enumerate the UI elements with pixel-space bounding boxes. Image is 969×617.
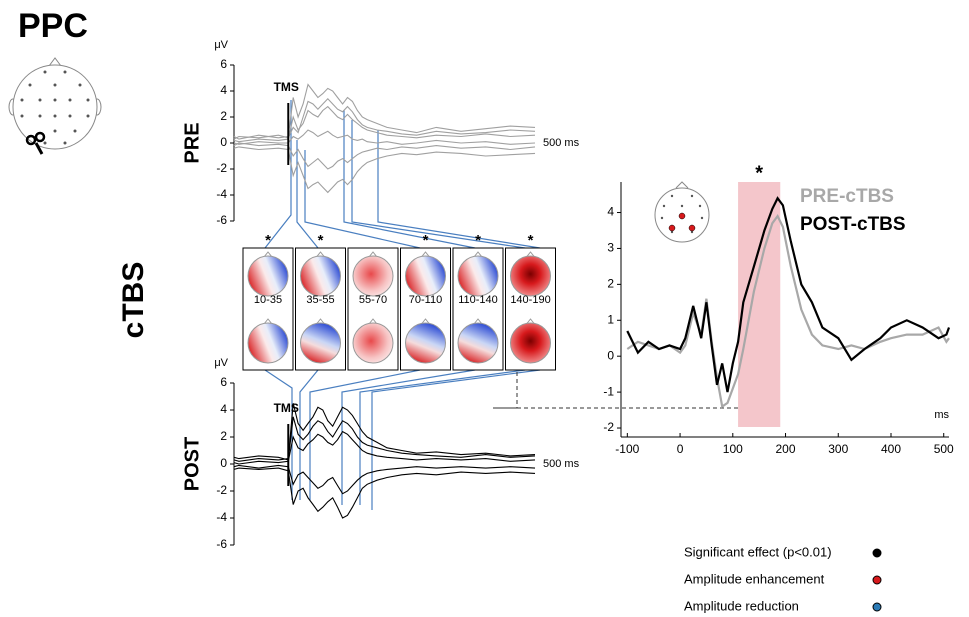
y-tick-label: 3 <box>607 241 614 255</box>
legend-label: Amplitude enhancement <box>684 571 825 586</box>
row-label: PRE <box>181 122 203 163</box>
y-axis-label: μV <box>214 39 228 51</box>
row-label: POST <box>181 437 203 491</box>
legend-dot <box>872 548 882 558</box>
topomap <box>247 255 289 297</box>
significance: * <box>475 232 481 249</box>
y-tick-label: -4 <box>216 187 227 201</box>
trace <box>233 105 536 143</box>
significance: * <box>423 232 429 249</box>
y-tick-label: 1 <box>607 312 614 326</box>
y-tick-label: 6 <box>220 57 227 71</box>
y-tick-label: -1 <box>603 384 614 398</box>
y-tick-label: -4 <box>216 510 227 524</box>
connector-lines <box>264 100 738 510</box>
panel-label: PPC <box>18 7 88 45</box>
topomap <box>352 322 394 364</box>
x-tick-label: 200 <box>776 442 796 456</box>
y-tick-label: 4 <box>220 83 227 97</box>
trace <box>233 416 536 461</box>
y-tick-label: 2 <box>220 109 227 123</box>
topomap <box>510 255 551 297</box>
topomap <box>510 322 551 364</box>
topomap <box>352 255 394 297</box>
y-tick-label: -6 <box>216 537 227 551</box>
time-window: 55-70 <box>359 294 387 306</box>
y-tick-label: 0 <box>607 348 614 362</box>
y-tick-label: 4 <box>607 205 614 219</box>
head-schematic <box>8 57 102 155</box>
x-tick-label: 100 <box>723 442 743 456</box>
topomap <box>405 322 446 364</box>
time-window: 10-35 <box>254 294 282 306</box>
x-tick-label: 300 <box>828 442 848 456</box>
legend-label: Significant effect (p<0.01) <box>684 544 832 559</box>
legend-label: Amplitude reduction <box>684 598 799 613</box>
x-tick-label: -100 <box>615 442 639 456</box>
significance: * <box>528 232 534 249</box>
trace <box>233 430 536 465</box>
x-axis-label: 500 ms <box>543 137 580 149</box>
y-tick-label: 6 <box>220 375 227 389</box>
x-axis-label: 500 ms <box>543 458 580 470</box>
significance: * <box>318 232 324 249</box>
topomap <box>457 255 499 297</box>
y-tick-label: 0 <box>220 456 227 470</box>
time-window: 35-55 <box>306 294 334 306</box>
trace <box>233 146 536 194</box>
time-window: 70-110 <box>409 294 442 306</box>
trace <box>626 213 950 409</box>
annotation: TMS <box>274 80 299 94</box>
topomap <box>300 322 341 364</box>
legend-dot <box>872 602 882 612</box>
y-tick-label: 0 <box>220 135 227 149</box>
trace <box>233 403 536 462</box>
x-tick-label: 400 <box>881 442 901 456</box>
legend-label: POST-cTBS <box>800 214 906 235</box>
highlight <box>738 182 781 427</box>
y-tick-label: 4 <box>220 402 227 416</box>
trace <box>233 129 536 145</box>
condition-label: cTBS <box>117 262 150 339</box>
time-window: 140-190 <box>510 294 550 306</box>
y-tick-label: -2 <box>216 483 227 497</box>
y-tick-label: -2 <box>603 420 614 434</box>
legend-label: PRE-cTBS <box>800 186 894 207</box>
significance: * <box>755 162 763 184</box>
topomap <box>405 255 446 297</box>
trace <box>233 467 536 519</box>
trace <box>233 98 536 140</box>
head-schematic <box>654 181 710 243</box>
trace <box>233 464 536 495</box>
legend-dot <box>872 575 882 585</box>
trace <box>233 83 536 140</box>
y-tick-label: -2 <box>216 161 227 175</box>
annotation: TMS <box>274 401 299 415</box>
time-window: 110-140 <box>458 294 498 306</box>
significance: * <box>265 232 271 249</box>
y-tick-label: 2 <box>607 277 614 291</box>
trace <box>233 142 536 170</box>
x-tick-label: 0 <box>677 442 684 456</box>
y-axis-label: μV <box>214 357 228 369</box>
y-tick-label: 2 <box>220 429 227 443</box>
trace <box>626 196 951 393</box>
x-tick-label: 500 <box>934 442 954 456</box>
topomap <box>300 255 341 297</box>
topomap <box>457 322 499 364</box>
y-tick-label: -6 <box>216 213 227 227</box>
topomap <box>247 322 289 364</box>
x-axis-label: ms <box>934 409 949 421</box>
